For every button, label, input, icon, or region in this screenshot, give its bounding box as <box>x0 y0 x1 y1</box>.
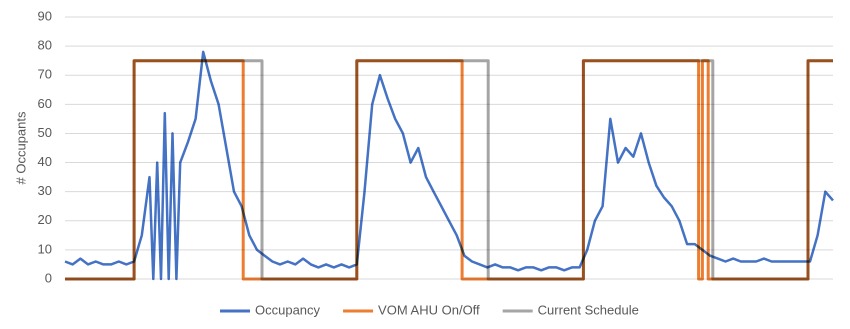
y-tick-label: 80 <box>38 38 52 53</box>
series-line <box>65 59 833 281</box>
plot-area <box>64 50 834 281</box>
grid: 0 10 20 30 40 50 60 70 80 90 <box>38 8 833 285</box>
legend-label: Current Schedule <box>538 302 639 317</box>
y-tick-label: 10 <box>38 241 52 256</box>
y-tick-label: 70 <box>38 67 52 82</box>
legend-label: VOM AHU On/Off <box>378 302 480 317</box>
y-tick-label: 90 <box>38 8 52 23</box>
y-tick-label: 20 <box>38 212 52 227</box>
y-tick-label: 50 <box>38 125 52 140</box>
y-axis-label: # Occupants <box>13 111 28 184</box>
series-line <box>64 50 834 281</box>
y-tick-label: 60 <box>38 96 52 111</box>
y-tick-label: 30 <box>38 183 52 198</box>
y-tick-label: 0 <box>45 270 52 285</box>
y-tick-label: 40 <box>38 154 52 169</box>
legend-label: Occupancy <box>255 302 321 317</box>
legend: Occupancy VOM AHU On/Off Current Schedule <box>220 302 639 317</box>
